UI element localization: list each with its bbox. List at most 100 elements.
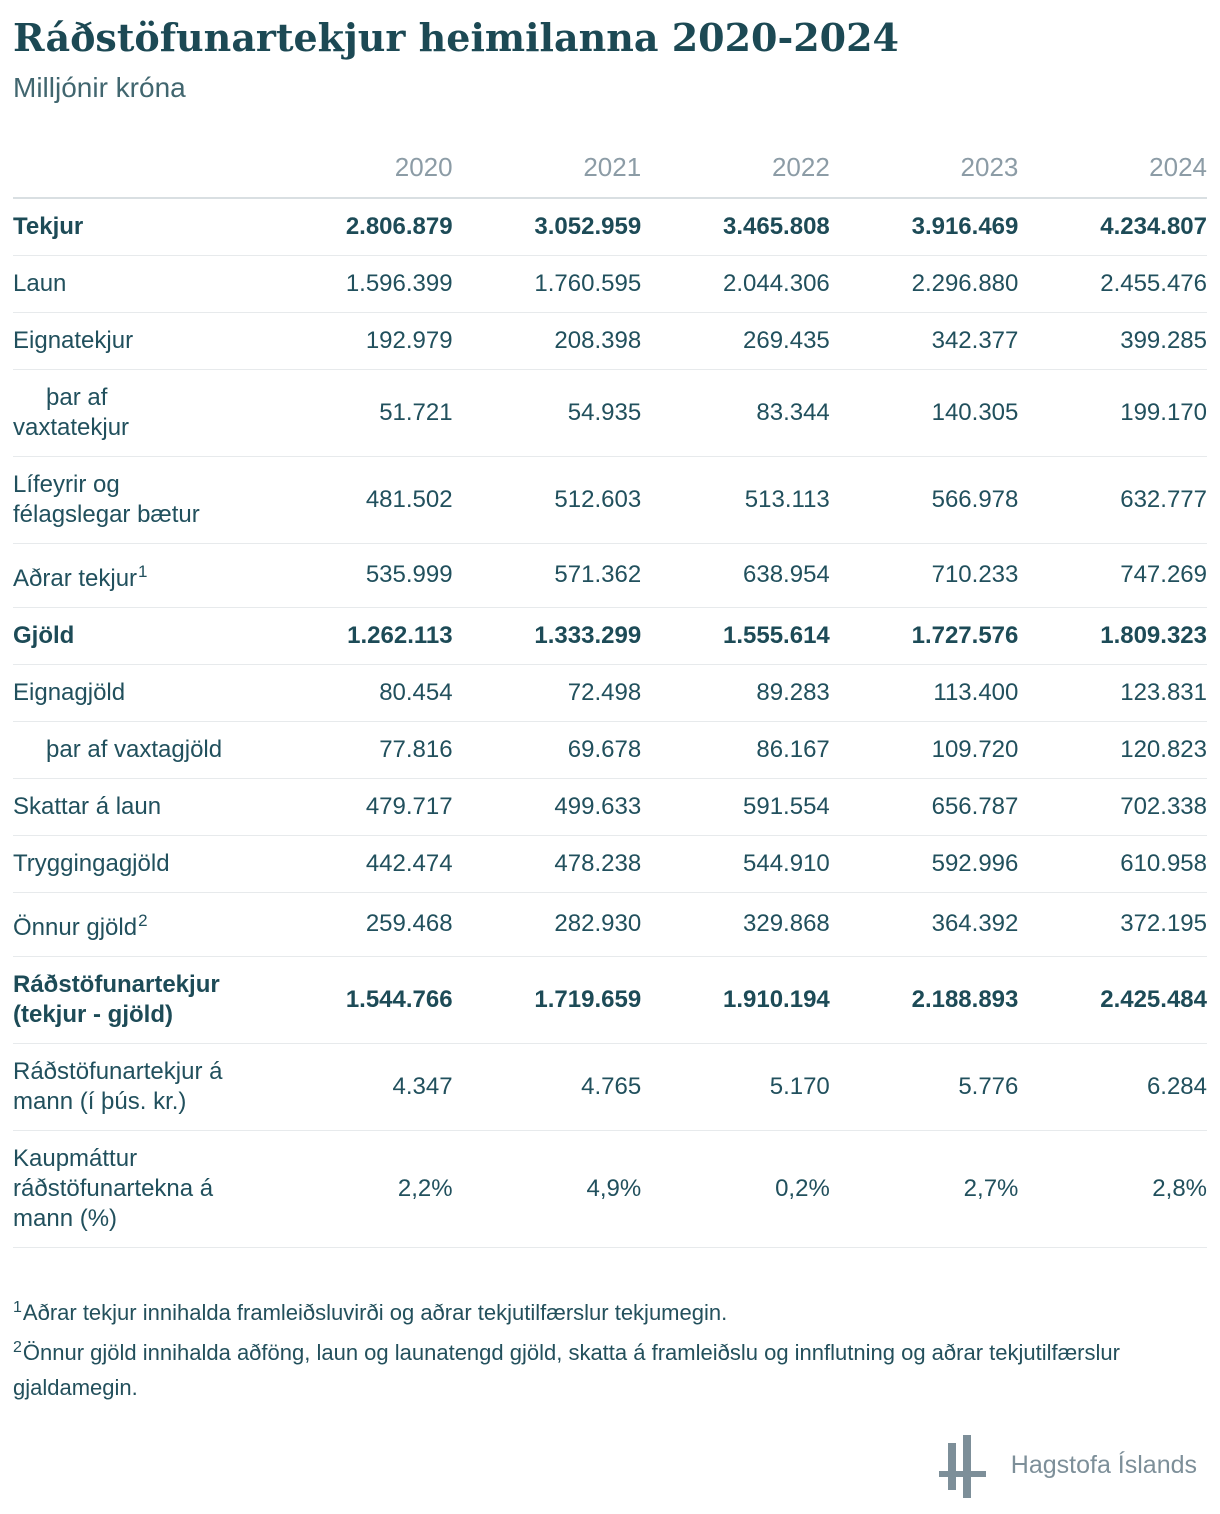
table-row: Gjöld 1.262.113 1.333.299 1.555.614 1.727.57… [13,607,1207,665]
year-header-row: 2020 2021 2022 2023 2024 [13,145,1207,199]
row-label: Önnur gjöld2 [13,910,148,941]
footer: Hagstofa Íslands [13,1432,1207,1514]
value-cell: 2,2% [397,1174,453,1202]
table-row: Önnur gjöld2 259.468 282.930 329.868 364.392… [13,892,1207,957]
value-cell: 3.052.959 [534,212,642,240]
footnote: 2Önnur gjöld innihalda aðföng, laun og l… [13,1338,1120,1400]
footnote-marker: 1 [138,561,148,581]
row-label: Eignatekjur [13,326,134,354]
value-cell: 710.233 [931,561,1019,589]
value-cell: 1.760.595 [534,269,642,297]
table-row: Ráðstöfunartekjur (tekjur - gjöld) 1.544.… [13,956,1207,1044]
logo-bar-left [947,1443,956,1490]
year-header: 2021 [452,145,642,199]
footnote-marker: 1 [13,1298,22,1316]
row-label: Ráðstöfunartekjur á mann (í þús. kr.) [13,1057,223,1115]
value-cell: 2.044.306 [723,269,830,297]
row-label: Ráðstöfunartekjur (tekjur - gjöld) [13,970,220,1028]
value-cell: 54.935 [567,398,642,426]
table-row: Eignatekjur 192.979 208.398 269.435 342.377 3… [13,312,1207,370]
year-header: 2020 [264,145,453,199]
table-row: Kaupmáttur ráðstöfunartekna á mann (%) 2,… [13,1130,1207,1248]
hagstofa-logo: Hagstofa Íslands [938,1432,1197,1498]
table-row: Tryggingagjöld 442.474 478.238 544.910 592.9… [13,835,1207,893]
value-cell: 4.347 [392,1072,453,1100]
value-cell: 259.468 [365,910,453,938]
value-cell: 140.305 [931,398,1019,426]
value-cell: 2.425.484 [1100,985,1207,1013]
value-cell: 342.377 [931,326,1019,354]
value-cell: 1.910.194 [723,985,830,1013]
value-cell: 208.398 [554,326,642,354]
value-cell: 6.284 [1146,1072,1207,1100]
value-cell: 571.362 [554,561,642,589]
footnote: 1Aðrar tekjur innihalda framleiðsluvirði… [13,1298,728,1325]
value-cell: 364.392 [931,910,1019,938]
table-row: Lífeyrir og félagslegar bætur 481.502 512.… [13,456,1207,544]
value-cell: 3.465.808 [723,212,830,240]
row-label: Kaupmáttur ráðstöfunartekna á mann (%) [13,1144,214,1232]
value-cell: 3.916.469 [911,212,1019,240]
row-label: Lífeyrir og félagslegar bætur [13,470,200,528]
footnote-marker: 2 [13,1338,22,1356]
row-label: þar af vaxtagjöld [46,735,223,763]
logo-text: Hagstofa Íslands [1010,1450,1197,1479]
value-cell: 1.727.576 [911,621,1019,649]
value-cell: 69.678 [567,735,642,763]
value-cell: 372.195 [1120,910,1207,938]
value-cell: 499.633 [554,792,642,820]
year-header: 2024 [1018,145,1207,199]
table-row: Skattar á laun 479.717 499.633 591.554 656.7… [13,778,1207,836]
footnotes: 1Aðrar tekjur innihalda framleiðsluvirði… [13,1290,1188,1405]
page-subtitle: Milljónir króna [13,71,186,103]
row-label: Aðrar tekjur1 [13,561,148,592]
logo-bar-right [962,1435,971,1498]
year-header: 2022 [641,145,830,199]
value-cell: 1.333.299 [534,621,642,649]
row-label: Tryggingagjöld [13,849,170,877]
value-cell: 83.344 [756,398,830,426]
value-cell: 399.285 [1120,326,1207,354]
income-table: 2020 2021 2022 2023 2024 Tekjur 2.806.879 3.05… [13,145,1207,1248]
row-label: Gjöld [13,621,75,649]
value-cell: 481.502 [365,485,453,513]
empty-header-cell [13,145,264,199]
footnote-marker: 2 [138,910,148,930]
value-cell: 2.806.879 [345,212,453,240]
value-cell: 632.777 [1120,485,1207,513]
value-cell: 51.721 [379,398,453,426]
value-cell: 77.816 [379,735,453,763]
value-cell: 123.831 [1120,678,1207,706]
value-cell: 512.603 [554,485,642,513]
value-cell: 1.719.659 [534,985,642,1013]
hagstofa-logo-icon [938,1432,987,1498]
value-cell: 199.170 [1120,398,1207,426]
value-cell: 591.554 [743,792,830,820]
value-cell: 269.435 [743,326,830,354]
row-label: Eignagjöld [13,678,126,706]
value-cell: 566.978 [931,485,1019,513]
table-row: Eignagjöld 80.454 72.498 89.283 113.400 123.8… [13,664,1207,722]
value-cell: 282.930 [554,910,642,938]
value-cell: 638.954 [743,561,830,589]
page-title: Ráðstöfunartekjur heimilanna 2020-2024 [13,15,899,60]
value-cell: 1.596.399 [345,269,453,297]
table-row: Ráðstöfunartekjur á mann (í þús. kr.) 4.3… [13,1043,1207,1131]
value-cell: 1.809.323 [1100,621,1207,649]
value-cell: 2.188.893 [911,985,1019,1013]
row-label: Skattar á laun [13,792,162,820]
value-cell: 0,2% [775,1174,830,1202]
value-cell: 535.999 [365,561,453,589]
value-cell: 610.958 [1120,849,1207,877]
value-cell: 80.454 [379,678,453,706]
value-cell: 5.170 [769,1072,830,1100]
value-cell: 478.238 [554,849,642,877]
row-label: þar af vaxtatekjur [13,383,130,441]
value-cell: 2,7% [963,1174,1019,1202]
year-header: 2023 [829,145,1019,199]
value-cell: 4,9% [586,1174,642,1202]
logo-bar-cross [938,1471,986,1477]
value-cell: 656.787 [931,792,1019,820]
value-cell: 113.400 [933,678,1019,706]
value-cell: 1.544.766 [345,985,453,1013]
